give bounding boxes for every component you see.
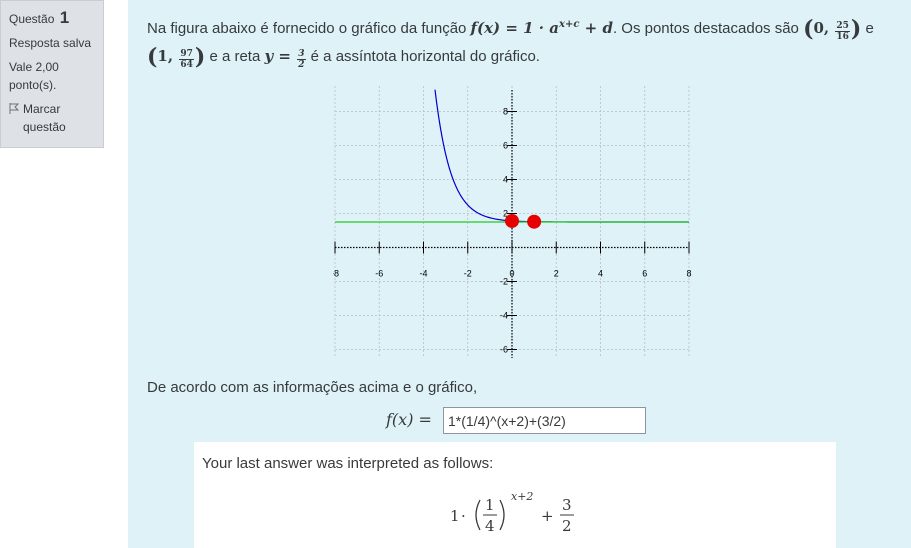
y-tick-label: -2 — [500, 277, 508, 287]
question-number: Questão 1 — [9, 9, 103, 28]
points-text: . Os pontos destacados são — [612, 20, 799, 37]
asymptote-text: é a assíntota horizontal do gráfico. — [310, 48, 540, 65]
point-2-y: 97 64 — [179, 49, 194, 70]
highlighted-point — [505, 213, 519, 228]
interpretation-box: Your last answer was interpreted as foll… — [194, 442, 836, 548]
expr-left-paren — [475, 499, 481, 531]
expr-dot: · — [461, 507, 466, 525]
point-1-num: 25 — [835, 21, 850, 32]
expr-coef: 1 — [450, 507, 460, 525]
question-text: Na figura abaixo é fornecido o gráfico d… — [147, 11, 887, 71]
expr-exponent: x+2 — [511, 490, 533, 503]
line-text: e a reta — [209, 48, 261, 65]
x-tick-label: -6 — [375, 269, 383, 279]
x-tick-label: -8 — [333, 269, 339, 279]
point-1-den: 16 — [836, 32, 849, 42]
y-tick-label: 6 — [503, 141, 508, 151]
y-tick-label: -4 — [500, 311, 508, 321]
asymptote-lhs: y = — [264, 47, 291, 65]
x-tick-label: 8 — [686, 269, 691, 279]
interpretation-text: Your last answer was interpreted as foll… — [202, 455, 494, 472]
point-1: (0, 25 16) — [803, 16, 862, 42]
point-1-x: 0 — [813, 19, 824, 37]
expr-right-paren — [499, 499, 505, 531]
y-tick-label: -6 — [500, 345, 508, 355]
answer-prompt: De acordo com as informações acima e o g… — [147, 379, 478, 396]
function-formula: f(x) = 1 · ax+c + d — [471, 19, 613, 37]
answer-input[interactable] — [443, 407, 646, 434]
expr-base-den: 4 — [485, 517, 495, 535]
interpreted-expression: 1 · 1 4 x+2 + 3 2 — [450, 490, 574, 535]
points-line-2: ponto(s). — [9, 78, 57, 92]
function-exponent: x+c — [558, 19, 580, 30]
expr-base-num: 1 — [485, 496, 495, 514]
function-curve — [434, 89, 689, 223]
flag-question-button[interactable]: Marcar questão — [9, 100, 103, 136]
points-value: Vale 2,00 ponto(s). — [9, 58, 103, 94]
points-line-1: Vale 2,00 — [9, 60, 59, 74]
expr-plus: + — [541, 507, 554, 525]
point-2-num: 97 — [179, 49, 194, 60]
question-number-value: 1 — [59, 8, 70, 27]
point-2-den: 64 — [180, 60, 193, 70]
question-intro: Na figura abaixo é fornecido o gráfico d… — [147, 20, 467, 37]
x-tick-label: 0 — [509, 269, 514, 279]
x-tick-label: -2 — [464, 269, 472, 279]
conjunction: e — [865, 20, 874, 37]
flag-icon — [9, 103, 19, 114]
x-tick-label: -4 — [419, 269, 427, 279]
asymptote-den: 2 — [298, 60, 305, 70]
function-expr: f(x) = 1 · a — [470, 19, 559, 37]
question-label: Questão — [9, 12, 55, 26]
y-tick-label: 8 — [503, 107, 508, 117]
flag-question-label: Marcar questão — [23, 102, 66, 134]
function-plus-d: + d — [584, 19, 613, 37]
point-1-y: 25 16 — [835, 21, 850, 42]
x-tick-label: 2 — [554, 269, 559, 279]
highlighted-point — [527, 214, 542, 229]
answer-status: Resposta salva — [9, 36, 92, 50]
x-tick-label: 4 — [598, 269, 603, 279]
point-2-x: 1 — [157, 47, 168, 65]
y-tick-label: 4 — [503, 175, 508, 185]
asymptote-num: 3 — [297, 49, 306, 60]
expr-const-num: 3 — [562, 496, 572, 514]
point-2: (1, 97 64) — [147, 44, 206, 70]
question-content: Na figura abaixo é fornecido o gráfico d… — [128, 0, 911, 548]
question-info-panel: Questão 1 Resposta salva Vale 2,00 ponto… — [0, 0, 104, 148]
x-tick-label: 6 — [642, 269, 647, 279]
y-tick-label: 2 — [503, 209, 508, 219]
answer-label: f(x) = — [386, 410, 432, 429]
expr-const-den: 2 — [562, 517, 572, 535]
